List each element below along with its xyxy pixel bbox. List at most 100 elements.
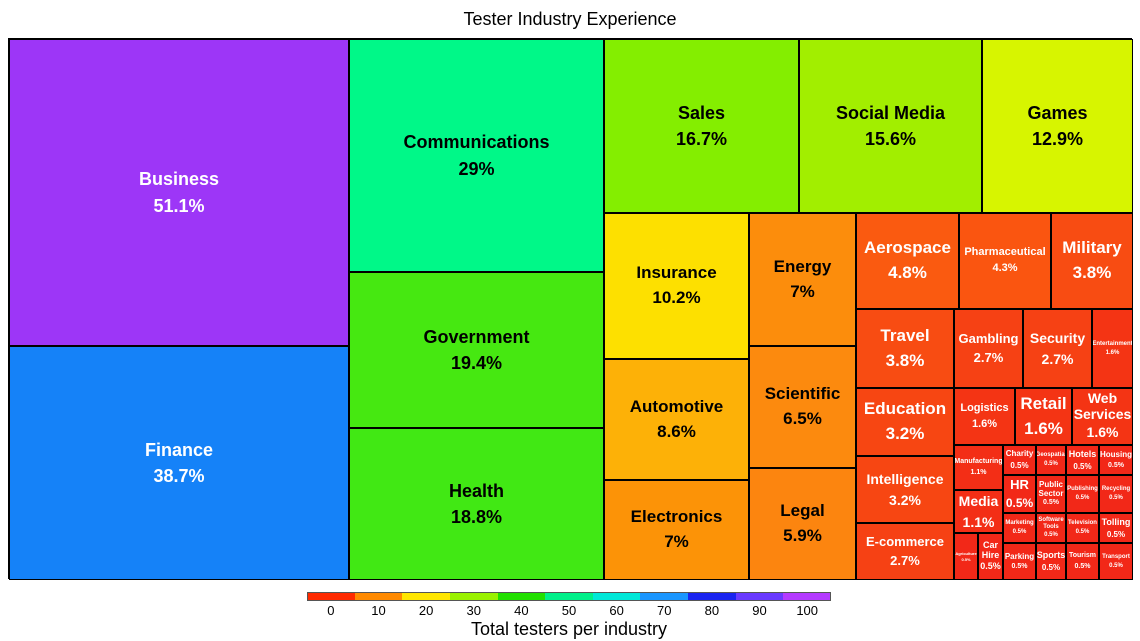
treemap-cell-agriculture: Agriculture 0.5%	[954, 533, 978, 580]
treemap-cell-electronics: Electronics 7%	[604, 480, 749, 580]
treemap-cell-label: Legal	[780, 501, 825, 521]
treemap-cell-label: HR	[1010, 476, 1029, 492]
treemap-cell-value: 0.5%	[1010, 461, 1029, 470]
treemap-cell-value: 0.5%	[1073, 461, 1092, 471]
treemap-cell-insurance: Insurance 10.2%	[604, 213, 749, 359]
treemap-cell-value: 1.6%	[1105, 349, 1120, 356]
treemap-cell-label: Sports	[1036, 550, 1066, 561]
treemap-cell-value: 2.7%	[890, 552, 920, 568]
treemap-cell-recycling: Recycling 0.5%	[1099, 475, 1133, 513]
treemap-cell-value: 1.6%	[1024, 418, 1063, 438]
treemap-cell-health: Health 18.8%	[349, 428, 604, 580]
treemap-cell-label: Entertainment	[1092, 340, 1133, 347]
treemap-cell-finance: Finance 38.7%	[9, 346, 349, 580]
treemap-cell-sales: Sales 16.7%	[604, 39, 799, 213]
treemap-cell-value: 0.5%	[1012, 529, 1027, 535]
colorbar-segment	[402, 592, 451, 601]
treemap-cell-value: 7%	[790, 281, 815, 301]
treemap-cell-value: 51.1%	[153, 195, 205, 216]
treemap-cell-label: Electronics	[630, 507, 723, 527]
treemap-cell-value: 0.5%	[1109, 562, 1123, 569]
treemap-cell-label: Hotels	[1068, 448, 1097, 459]
treemap-cell-publishing: Publishing 0.5%	[1066, 475, 1099, 513]
colorbar	[307, 592, 832, 601]
colorbar-tick-label: 50	[561, 603, 577, 618]
treemap-cell-label: Health	[448, 480, 504, 501]
treemap-cell-games: Games 12.9%	[982, 39, 1133, 213]
treemap-cell-value: 16.7%	[675, 129, 728, 149]
treemap-cell-label: Government	[423, 326, 530, 347]
treemap-cell-value: 0.5%	[1108, 461, 1124, 469]
treemap-cell-parking: Parking 0.5%	[1003, 543, 1036, 580]
treemap: Business 51.1% Finance 38.7% Communications 2…	[8, 38, 1133, 580]
treemap-cell-label: Housing	[1100, 450, 1132, 460]
treemap-cell-label: Finance	[144, 439, 214, 460]
colorbar-tick-label: 40	[514, 603, 529, 618]
treemap-cell-value: 15.6%	[864, 129, 917, 149]
treemap-cell-value: 38.7%	[153, 466, 205, 486]
treemap-cell-label-part: Public	[1038, 479, 1063, 489]
treemap-cell-label-part: Car	[982, 539, 998, 550]
colorbar-tick-label: 90	[752, 603, 767, 618]
treemap-cell-value: 0.5%	[1044, 461, 1058, 467]
treemap-cell-value: 5.9%	[783, 526, 822, 545]
treemap-cell-label: Travel	[880, 325, 930, 345]
treemap-cell-label-part: Web	[1087, 390, 1118, 407]
treemap-cell-military: Military 3.8%	[1051, 213, 1133, 309]
treemap-cell-social-media: Social Media 15.6%	[799, 39, 982, 213]
treemap-cell-label: Manufacturing	[954, 458, 1003, 466]
treemap-cell-government: Government 19.4%	[349, 272, 604, 428]
treemap-cell-scientific: Scientific 6.5%	[749, 346, 856, 468]
treemap-cell-tolling: Tolling 0.5%	[1099, 513, 1133, 543]
treemap-cell-business: Business 51.1%	[9, 39, 349, 346]
colorbar-segment	[592, 592, 641, 601]
treemap-cell-value: 2.7%	[1041, 350, 1074, 367]
colorbar-tick-label: 20	[418, 603, 434, 618]
colorbar-tick-label: 10	[371, 603, 386, 618]
treemap-cell-retail: Retail 1.6%	[1015, 388, 1072, 445]
treemap-cell-geospatial: Geospatial 0.5%	[1036, 445, 1066, 475]
treemap-cell-label: Retail	[1020, 393, 1067, 413]
treemap-cell-value: 0.5%	[1005, 495, 1034, 510]
treemap-cell-label: Education	[863, 399, 947, 419]
treemap-cell-label-part: Hire	[981, 549, 1000, 560]
treemap-cell-value: 18.8%	[450, 507, 503, 527]
colorbar-segment	[783, 592, 832, 601]
treemap-cell-charity: Charity 0.5%	[1003, 445, 1036, 475]
treemap-cell-label: Aerospace	[864, 238, 951, 258]
treemap-cell-label: Agriculture	[955, 550, 977, 556]
treemap-cell-value: 3.2%	[885, 424, 925, 443]
treemap-cell-value: 12.9%	[1031, 129, 1084, 149]
treemap-cell-value: 0.5%	[1041, 563, 1061, 573]
treemap-cell-aerospace: Aerospace 4.8%	[856, 213, 959, 309]
treemap-cell-value: 10.2%	[652, 288, 701, 307]
treemap-cell-label: Automotive	[629, 396, 724, 416]
treemap-cell-entertainment: Entertainment 1.6%	[1092, 309, 1133, 388]
treemap-cell-marketing: Marketing 0.5%	[1003, 513, 1036, 543]
treemap-cell-label: Transport	[1102, 553, 1130, 560]
treemap-cell-transport: Transport 0.5%	[1099, 543, 1133, 580]
treemap-cell-hr: HR 0.5%	[1003, 475, 1036, 513]
colorbar-segment	[545, 592, 594, 601]
treemap-cell-web-services: Web Services 1.6%	[1072, 388, 1133, 445]
treemap-cell-value: 1.6%	[1086, 424, 1119, 441]
treemap-cell-logistics: Logistics 1.6%	[954, 388, 1015, 445]
treemap-cell-car-hire: Car Hire 0.5%	[978, 533, 1003, 580]
treemap-cell-intelligence: Intelligence 3.2%	[856, 456, 954, 523]
treemap-cell-label: Communications	[403, 132, 550, 153]
treemap-cell-value: 29%	[458, 158, 495, 179]
treemap-cell-label: Military	[1062, 238, 1122, 258]
treemap-cell-e-commerce: E-commerce 2.7%	[856, 523, 954, 580]
treemap-cell-label: Social Media	[835, 102, 946, 123]
colorbar-segment	[354, 592, 403, 601]
treemap-cell-value: 19.4%	[450, 353, 503, 373]
treemap-cell-label: Energy	[773, 256, 832, 276]
treemap-cell-value: 3.8%	[885, 350, 925, 370]
colorbar-tick-label: 100	[796, 603, 819, 618]
treemap-cell-value: 0.5%	[1044, 531, 1058, 538]
treemap-cell-energy: Energy 7%	[749, 213, 856, 346]
treemap-cell-label: Sales	[677, 102, 726, 123]
treemap-cell-value: 1.1%	[962, 513, 995, 530]
treemap-cell-value: 0.5%	[1043, 499, 1059, 507]
treemap-cell-value: 1.6%	[971, 417, 998, 430]
